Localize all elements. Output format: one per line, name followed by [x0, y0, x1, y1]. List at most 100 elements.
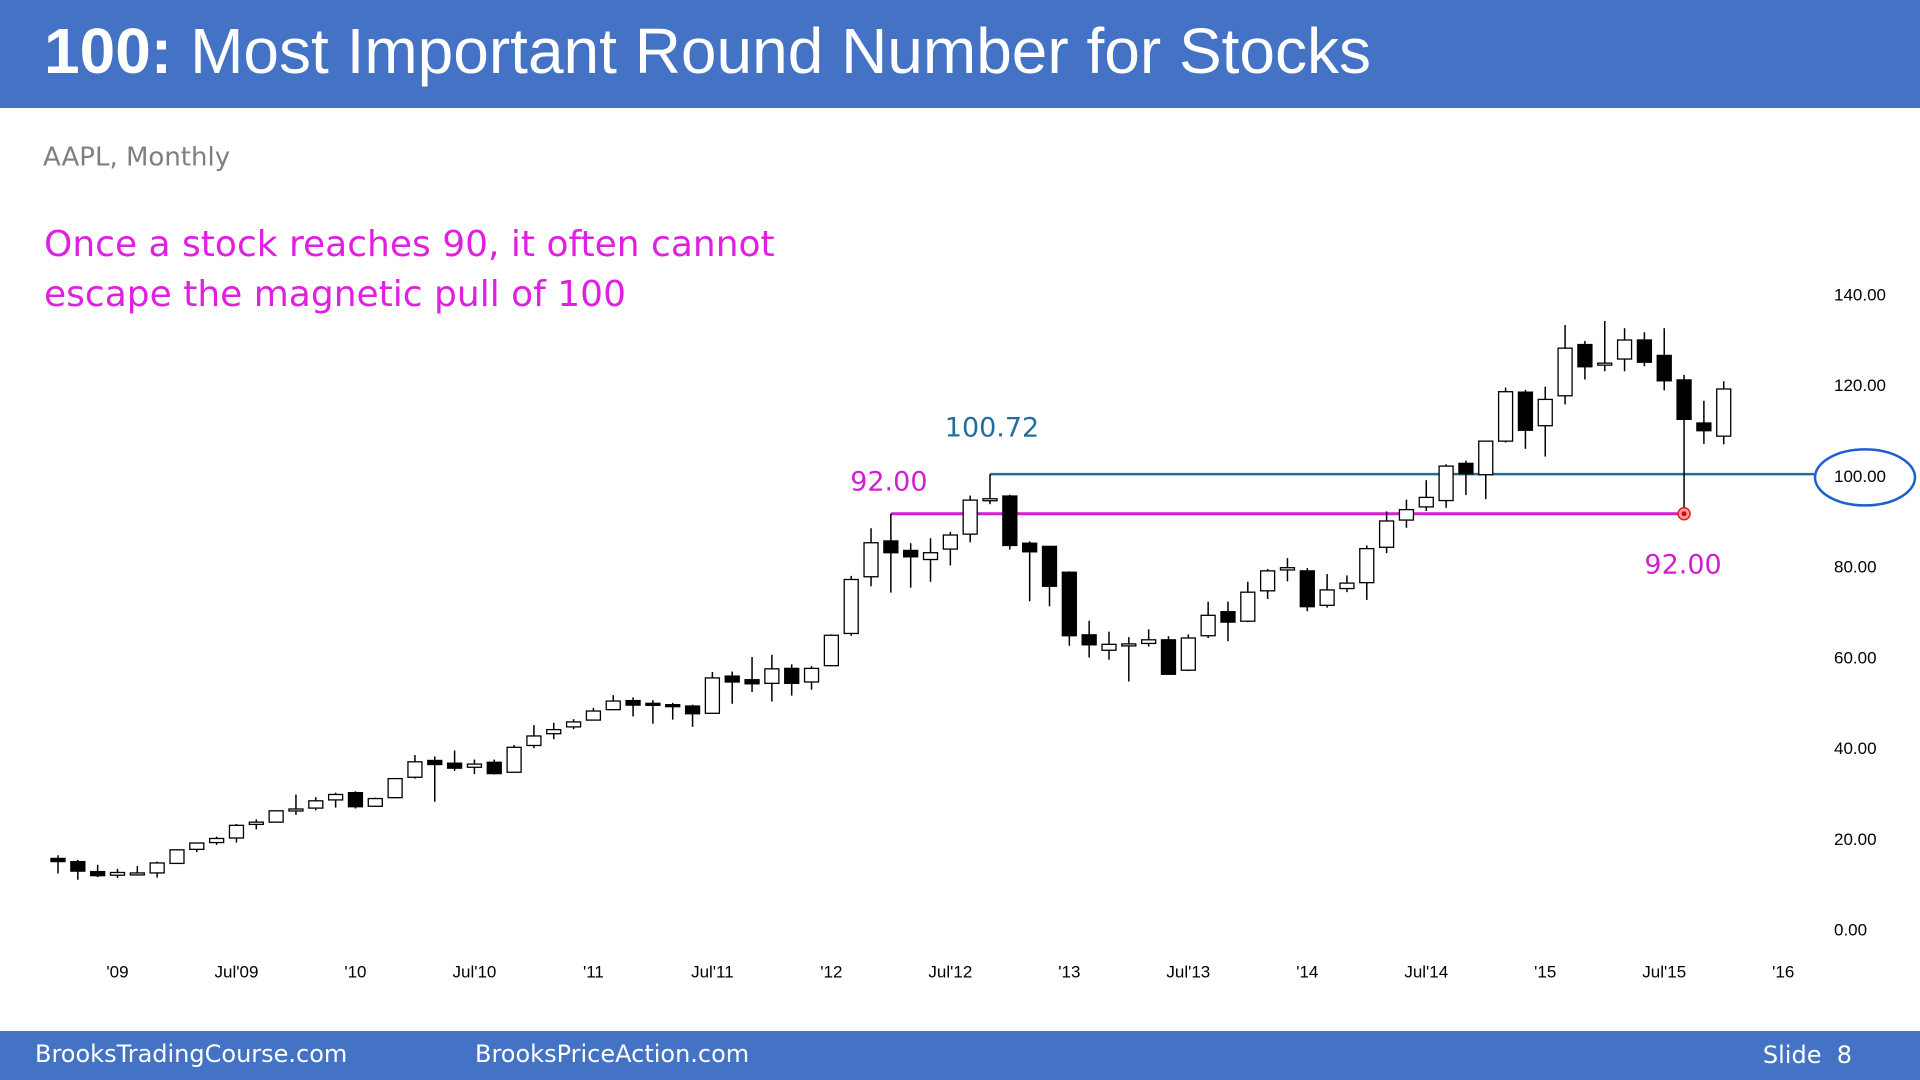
candle-body [427, 759, 443, 766]
candle-body [1041, 545, 1058, 587]
candle-body [526, 735, 542, 747]
candle-body [1200, 614, 1216, 637]
x-tick-label: '11 [583, 962, 604, 981]
candle-body [1597, 362, 1613, 366]
candle-body [704, 677, 721, 714]
candle-body [1636, 339, 1653, 363]
candle-body [109, 871, 126, 876]
candle-body [724, 675, 740, 683]
slide-title: 100: Most Important Round Number for Stoc… [44, 15, 1371, 87]
candle-body [1398, 508, 1415, 521]
candle-body [843, 578, 859, 635]
candle-body [546, 728, 562, 735]
candle-body [764, 668, 780, 684]
candle-body [1656, 354, 1672, 382]
candle-body [585, 710, 602, 721]
x-tick-label: Jul'14 [1404, 962, 1448, 981]
x-tick-label: Jul'12 [928, 962, 972, 981]
x-tick-label: Jul'09 [215, 962, 259, 981]
candle-body [1319, 589, 1335, 606]
candle-body [1378, 520, 1395, 548]
highlight-ellipse [1813, 448, 1917, 507]
candle-body [982, 498, 998, 502]
candle-body [268, 810, 284, 823]
candle-body [407, 761, 423, 778]
candle-body [387, 777, 403, 799]
candle-body [1557, 347, 1573, 397]
chart-subtitle: AAPL, Monthly [43, 143, 230, 173]
candle-body [1577, 343, 1593, 368]
candle-body [1339, 582, 1355, 590]
candle-body [1458, 462, 1474, 475]
footer-link: BrooksTradingCourse.com [35, 1040, 347, 1068]
candle-body [208, 837, 225, 844]
candle-body [1716, 388, 1732, 437]
candle-body [1497, 391, 1514, 442]
candle-body [863, 542, 879, 578]
x-tick-label: Jul'13 [1166, 962, 1210, 981]
candle-body [1616, 339, 1633, 360]
x-tick-label: Jul'10 [452, 962, 496, 981]
support-label: 92.00 [1644, 550, 1721, 581]
candle-body [1160, 639, 1177, 675]
resistance-label: 100.72 [945, 413, 1039, 444]
candle-body [248, 821, 264, 826]
candle-body [70, 860, 86, 872]
candle-body [1259, 570, 1276, 592]
candle-body [486, 761, 502, 775]
candle-body [1081, 634, 1097, 646]
candle-body [1121, 643, 1137, 647]
candle-body [903, 549, 919, 558]
candle-body [506, 746, 522, 773]
candle-body [1696, 422, 1712, 432]
x-tick-label: Jul'11 [691, 962, 734, 981]
candle-body [367, 797, 383, 807]
y-tick-label: 80.00 [1834, 558, 1877, 577]
candle-body [466, 763, 483, 768]
x-tick-label: '15 [1534, 962, 1556, 981]
x-tick-label: '12 [820, 962, 842, 981]
candle-body [90, 870, 106, 877]
candle-body [684, 705, 701, 715]
x-tick-label: Jul'15 [1642, 962, 1686, 981]
candle-body [744, 679, 760, 685]
footer-bar [0, 1031, 1920, 1080]
candle-body [1676, 379, 1692, 421]
candle-body [1537, 398, 1553, 427]
x-tick-label: '16 [1772, 962, 1794, 981]
candle-body [1180, 637, 1196, 671]
low-marker-dot [1681, 511, 1687, 517]
y-tick-label: 100.00 [1834, 467, 1886, 486]
candle-body [50, 857, 66, 863]
x-tick-label: '14 [1296, 962, 1318, 981]
y-tick-label: 120.00 [1834, 376, 1886, 395]
candle-body [962, 499, 978, 535]
candle-body [1418, 496, 1434, 508]
candle-body [189, 842, 205, 851]
candle-body [446, 762, 463, 769]
y-tick-label: 0.00 [1834, 920, 1867, 939]
candle-body [1478, 440, 1494, 476]
candle-body [1220, 611, 1236, 623]
y-tick-label: 20.00 [1834, 830, 1877, 849]
candle-body [1061, 571, 1077, 637]
candle-body [1101, 643, 1117, 651]
y-tick-label: 40.00 [1834, 739, 1877, 758]
candle-body [625, 699, 641, 706]
candle-body [823, 634, 840, 667]
y-tick-label: 60.00 [1834, 648, 1877, 667]
candle-body [645, 702, 661, 706]
candle-body [1438, 465, 1454, 502]
candle-body [1517, 391, 1534, 431]
candle-body [1359, 547, 1375, 584]
candle-body [288, 808, 304, 812]
candle-body [665, 704, 681, 708]
title-text: Most Important Round Number for Stocks [190, 15, 1371, 87]
candle-body [1279, 567, 1296, 571]
y-tick-label: 140.00 [1834, 285, 1886, 304]
x-tick-label: '10 [344, 962, 366, 981]
candle-body [1022, 542, 1038, 553]
candle-body [883, 540, 899, 554]
candle-body [149, 862, 165, 874]
